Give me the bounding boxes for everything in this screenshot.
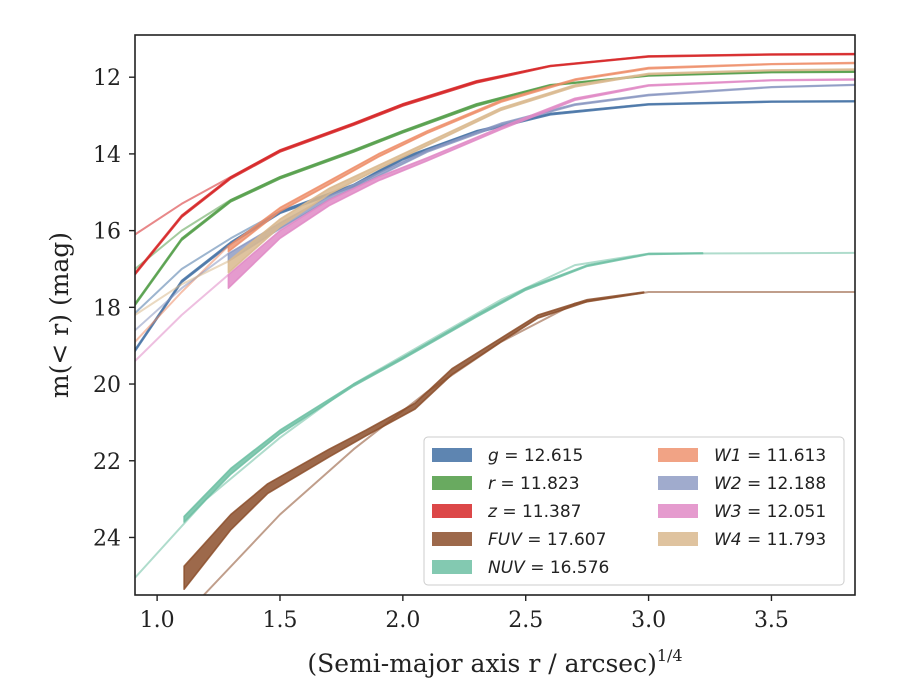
series-nuv-band (183, 252, 704, 523)
x-tick-label: 2.0 (385, 608, 420, 633)
x-axis-label-text: (Semi-major axis r / arcsec) (307, 649, 656, 678)
series-r-band (135, 70, 855, 307)
legend-label-w3: W3 = 12.051 (714, 502, 826, 522)
x-tick-label: 3.0 (631, 608, 666, 633)
legend-label-w2: W2 = 12.188 (714, 474, 826, 494)
y-tick-label: 20 (93, 373, 121, 398)
series-w1-band (227, 61, 855, 253)
x-axis-label-exponent: 1/4 (657, 646, 683, 665)
x-tick-label: 3.5 (754, 608, 789, 633)
series-w4-band (227, 68, 855, 274)
legend-swatch-z (432, 504, 472, 518)
series-fuv-band (183, 291, 645, 590)
series-layer (135, 52, 855, 595)
x-axis: 1.0 1.5 2.0 2.5 3.0 3.5 (140, 595, 789, 633)
y-axis-label: m(< r) (mag) (45, 232, 74, 398)
x-tick-label: 1.0 (140, 608, 175, 633)
series-w3-band (227, 78, 855, 289)
x-axis-label: (Semi-major axis r / arcsec)1/4 (307, 646, 682, 678)
series-w4-outer-profile (135, 260, 229, 316)
legend-box (423, 436, 845, 586)
y-tick-label: 18 (93, 296, 121, 321)
legend-swatch-r (432, 476, 472, 490)
series-z-band (135, 53, 855, 276)
y-tick-label: 24 (93, 526, 121, 551)
plot-frame (134, 34, 856, 596)
y-axis: 12 14 16 18 20 22 24 (93, 66, 135, 551)
legend-swatch-w1 (658, 448, 698, 462)
legend-label-nuv: NUV = 16.576 (488, 558, 609, 578)
legend-label-fuv: FUV = 17.607 (488, 530, 606, 550)
legend-swatch-w2 (658, 476, 698, 490)
y-tick-label: 16 (93, 220, 121, 245)
x-tick-label: 2.5 (508, 608, 543, 633)
legend-swatch-w3 (658, 504, 698, 518)
legend-swatch-g (432, 448, 472, 462)
series-w2-outer-profile (135, 252, 229, 332)
legend-label-w4: W4 = 11.793 (714, 530, 826, 550)
x-tick-label: 1.5 (262, 608, 297, 633)
legend-swatch-fuv (432, 532, 472, 546)
series-w3-outer-profile (135, 273, 230, 362)
y-tick-label: 14 (93, 143, 121, 168)
series-w1-outer-profile (135, 245, 230, 343)
y-tick-label: 12 (93, 66, 121, 91)
legend-swatch-nuv (432, 560, 472, 574)
legend-label-r: r = 11.823 (488, 474, 580, 494)
legend-label-w1: W1 = 11.613 (714, 446, 826, 466)
legend: g = 12.615 r = 11.823 z = 11.387 FUV = 17.6… (423, 436, 845, 586)
legend-label-z: z = 11.387 (487, 502, 581, 522)
legend-label-g: g = 12.615 (488, 446, 583, 466)
y-tick-label: 22 (93, 450, 121, 475)
legend-swatch-w4 (658, 532, 698, 546)
